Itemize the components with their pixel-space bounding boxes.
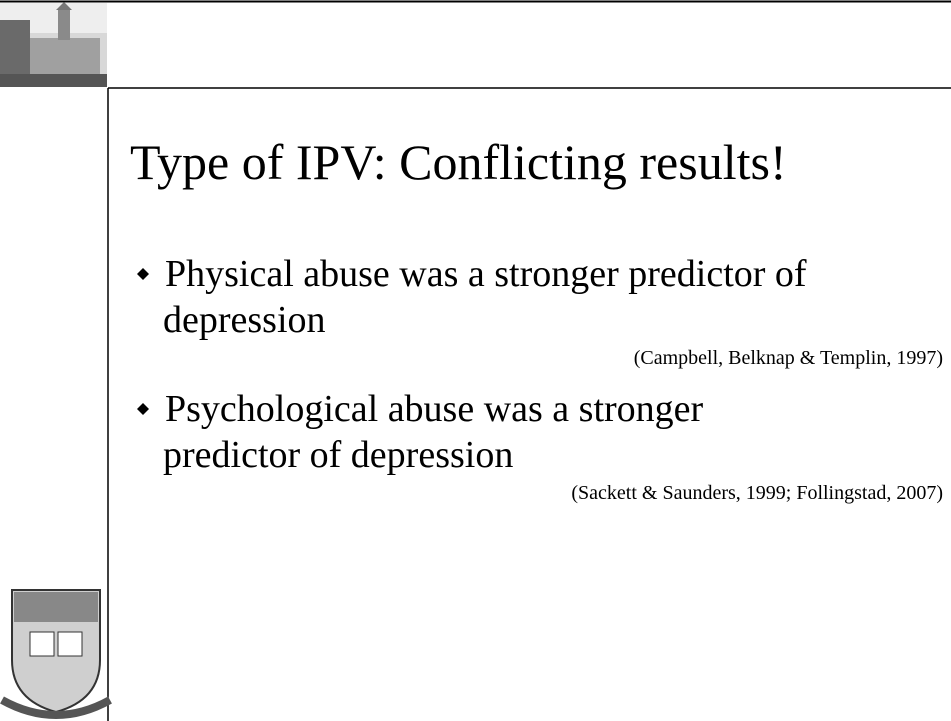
building-photo: [0, 2, 107, 87]
bullet-text: Physical abuse was a stronger predictor …: [165, 251, 807, 297]
citation: (Campbell, Belknap & Templin, 1997): [634, 346, 943, 370]
slide: Type of IPV: Conflicting results! Physic…: [0, 0, 951, 721]
slide-title: Type of IPV: Conflicting results!: [130, 132, 787, 192]
crest: [2, 590, 110, 715]
bullet-icon: [137, 268, 149, 415]
citation: (Sackett & Saunders, 1999; Follingstad, …: [571, 481, 943, 505]
bullet-text: predictor of depression: [163, 432, 513, 478]
bullet-text: Psychological abuse was a stronger: [165, 386, 703, 432]
bullet-text: depression: [163, 297, 326, 343]
